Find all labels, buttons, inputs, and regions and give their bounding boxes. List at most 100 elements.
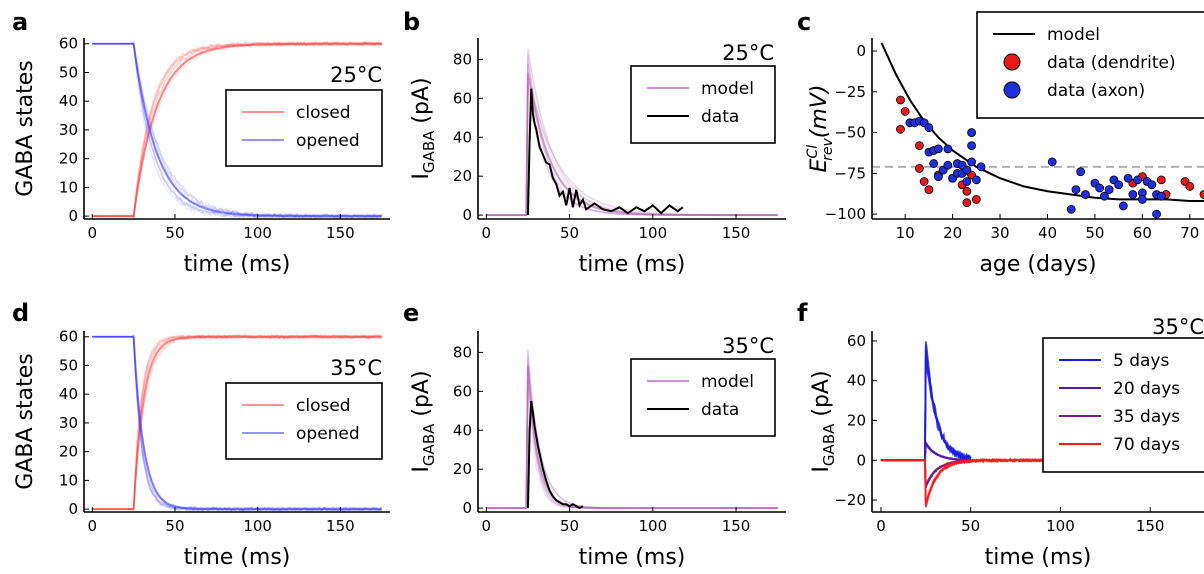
- x-tick-label: 50: [961, 517, 980, 535]
- axon-point: [962, 177, 972, 186]
- legend-label: 70 days: [1113, 435, 1180, 455]
- y-tick-label: 40: [453, 421, 472, 439]
- legend-label: closed: [296, 396, 351, 416]
- x-tick-label: 100: [1046, 517, 1075, 535]
- y-axis-label-unit: (pA): [409, 370, 434, 423]
- y-tick-label: 80: [453, 343, 472, 361]
- y-tick-label: 40: [847, 372, 866, 390]
- legend-marker: [1003, 81, 1021, 99]
- legend-box: [630, 358, 776, 437]
- panel-letter-f: f: [797, 299, 808, 327]
- x-tick-label: 40: [1038, 224, 1057, 242]
- y-tick-label: 20: [453, 167, 472, 185]
- axon-point: [976, 162, 986, 172]
- axon-point: [1066, 204, 1076, 214]
- model-line: [486, 72, 778, 217]
- y-tick-label: 60: [59, 35, 78, 53]
- y-tick-label: 50: [59, 63, 78, 81]
- legend-label: 35 days: [1113, 407, 1180, 427]
- dendrite-point: [915, 164, 924, 173]
- legend-label: closed: [296, 103, 351, 123]
- dendrite-point: [896, 95, 905, 105]
- x-tick-label: 50: [165, 517, 184, 535]
- axon-point: [1128, 190, 1138, 199]
- y-tick-label: 0: [68, 207, 78, 225]
- axon-point: [943, 160, 953, 170]
- axon-point: [1156, 191, 1166, 201]
- y-axis-label-sub: GABA: [820, 423, 838, 466]
- y-tick-label: 0: [856, 42, 866, 60]
- axon-point: [1114, 180, 1124, 190]
- data-line: [526, 88, 684, 216]
- y-axis-label-unit: (pA): [809, 370, 834, 423]
- x-axis-label: time (ms): [579, 252, 686, 277]
- axon-point: [962, 165, 972, 175]
- y-tick-label: 30: [59, 121, 78, 139]
- x-tick-label: 0: [482, 517, 492, 535]
- dendrite-point: [971, 195, 981, 204]
- legend-box: [976, 11, 1204, 119]
- y-tick-label: 60: [59, 328, 78, 346]
- panel-b: 0 50 100 150 0 20 40 60 80 time (ms) IGABA (pA) 25°…: [409, 38, 786, 277]
- legend-label: model: [701, 372, 754, 392]
- y-axis-label-main: I: [809, 466, 834, 473]
- y-tick-label: 40: [453, 128, 472, 146]
- x-tick-label: 150: [326, 517, 355, 535]
- dendrite-point: [924, 185, 934, 195]
- x-tick-label: 50: [560, 224, 579, 242]
- x-tick-label: 100: [638, 224, 667, 242]
- x-tick-label: 50: [1085, 224, 1104, 242]
- x-tick-label: 0: [482, 224, 492, 242]
- legend-label: data (axon): [1047, 81, 1145, 101]
- y-tick-label: 40: [59, 385, 78, 403]
- x-tick-label: 0: [87, 517, 97, 535]
- panel-c: 10 20 30 40 50 60 70 0 −25 −50 −75 −100 age (days) EC…: [805, 11, 1204, 277]
- y-axis-label-sub: GABA: [420, 423, 438, 466]
- legend-label: data: [701, 400, 739, 420]
- axon-point: [967, 157, 976, 167]
- axon-point: [1076, 167, 1086, 177]
- dendrite-point: [1199, 190, 1204, 199]
- legend-label: opened: [296, 424, 360, 444]
- model-line: [486, 365, 778, 510]
- panel-letter-d: d: [12, 299, 29, 327]
- legend-label: data (dendrite): [1047, 53, 1176, 73]
- y-axis-label: GABA states: [13, 60, 38, 196]
- y-tick-label: 0: [462, 499, 472, 517]
- y-axis-label-unit: (pA): [409, 77, 434, 130]
- x-tick-label: 100: [243, 517, 272, 535]
- legend-box: [225, 382, 383, 460]
- panel-letter-b: b: [403, 8, 420, 36]
- legend-box: [225, 89, 383, 167]
- x-axis-label: time (ms): [579, 545, 686, 570]
- legend-label: 20 days: [1113, 379, 1180, 399]
- x-tick-label: 30: [991, 224, 1010, 242]
- y-axis-label-main: I: [409, 173, 434, 180]
- x-tick-label: 20: [943, 224, 962, 242]
- y-axis-label: EClrev(mV): [805, 85, 836, 173]
- legend-label: data: [701, 107, 739, 127]
- y-tick-label: 80: [453, 50, 472, 68]
- panel-letter-e: e: [403, 299, 419, 327]
- y-tick-label: 10: [59, 178, 78, 196]
- y-axis-label-sup: Cl: [805, 145, 821, 159]
- opened-trace: [92, 43, 383, 220]
- panel-e: 0 50 100 150 0 20 40 60 80 time (ms) IGABA (pA) 35°…: [409, 331, 786, 570]
- panel-a: 0 50 100 150 0 10 20 30 40 50 60 time (ms) GABA stat…: [13, 35, 390, 277]
- x-tick-label: 50: [560, 517, 579, 535]
- y-tick-label: −20: [834, 491, 866, 509]
- temperature-label: 35°C: [722, 334, 774, 358]
- legend-label: opened: [296, 131, 360, 151]
- axon-point: [924, 123, 934, 133]
- y-tick-label: 60: [453, 89, 472, 107]
- y-tick-label: 60: [847, 332, 866, 350]
- y-axis-label: GABA states: [13, 353, 38, 489]
- model-curve: [880, 42, 1204, 203]
- y-axis-label-sub: rev: [820, 137, 836, 160]
- panel-letter-c: c: [797, 8, 811, 36]
- dendrite-point: [900, 106, 910, 116]
- y-tick-label: 60: [453, 382, 472, 400]
- x-tick-label: 150: [722, 224, 751, 242]
- y-tick-label: 20: [59, 150, 78, 168]
- y-axis-label-main: E: [807, 158, 832, 172]
